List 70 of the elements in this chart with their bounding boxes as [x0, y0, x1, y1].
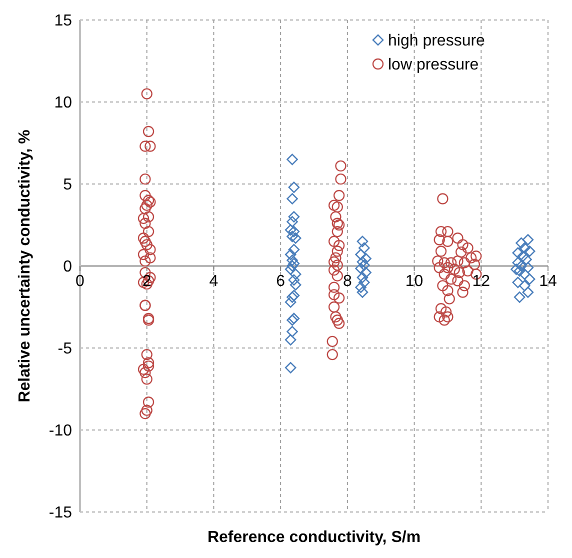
point: [514, 292, 526, 303]
point: [356, 256, 368, 268]
point: [516, 237, 527, 249]
point: [286, 254, 298, 266]
point: [284, 362, 296, 374]
y-tick-label: -10: [48, 422, 72, 440]
point: [288, 274, 300, 286]
point: [356, 272, 368, 284]
point: [284, 296, 296, 308]
point: [524, 246, 536, 257]
point: [286, 326, 298, 338]
point: [512, 247, 524, 259]
point: [356, 286, 368, 298]
point: [518, 268, 530, 280]
y-tick-label: -5: [58, 340, 72, 358]
point: [518, 242, 530, 254]
x-tick-label: 12: [472, 273, 490, 290]
y-tick-label: 15: [54, 12, 72, 30]
point: [284, 248, 296, 260]
point: [512, 257, 524, 268]
point: [358, 276, 370, 288]
x-tick-label: 8: [342, 273, 352, 290]
point: [516, 260, 527, 272]
point: [522, 234, 534, 246]
point: [284, 264, 296, 275]
point: [286, 154, 298, 166]
point: [290, 268, 302, 280]
y-tick-label: -15: [48, 504, 72, 522]
point: [520, 254, 532, 266]
point: [286, 260, 298, 272]
point: [512, 276, 524, 288]
legend-label: low pressure: [388, 56, 479, 74]
point: [355, 262, 366, 274]
point: [290, 279, 302, 291]
point: [518, 280, 530, 292]
x-tick-label: 10: [405, 273, 424, 290]
point: [355, 248, 366, 260]
point: [358, 260, 370, 271]
point: [286, 193, 298, 204]
point: [356, 236, 368, 248]
point: [288, 211, 300, 222]
point: [290, 232, 302, 244]
y-tick-label: 5: [63, 176, 72, 194]
point: [358, 242, 370, 254]
point: [286, 230, 298, 242]
point: [288, 244, 300, 256]
point: [284, 224, 296, 236]
point: [355, 282, 366, 293]
point: [284, 334, 296, 346]
point: [517, 250, 529, 262]
point: [288, 258, 300, 270]
y-tick-label: 10: [54, 94, 72, 112]
point: [288, 182, 300, 193]
legend-label: high pressure: [388, 32, 486, 50]
x-tick-label: 4: [209, 273, 218, 290]
x-axis-title: Reference conductivity, S/m: [207, 529, 421, 546]
y-axis-title: Relative uncertainty conductivity, %: [16, 130, 34, 402]
point: [522, 286, 534, 298]
point: [360, 252, 372, 264]
point: [510, 264, 522, 275]
x-tick-label: 14: [539, 273, 557, 290]
x-tick-label: 0: [76, 273, 85, 290]
point: [360, 266, 372, 278]
point: [286, 216, 298, 228]
point: [288, 226, 300, 238]
point: [524, 273, 536, 285]
x-tick-label: 6: [276, 273, 286, 290]
y-tick-label: 0: [63, 258, 72, 276]
point: [514, 265, 526, 277]
point: [522, 262, 534, 274]
